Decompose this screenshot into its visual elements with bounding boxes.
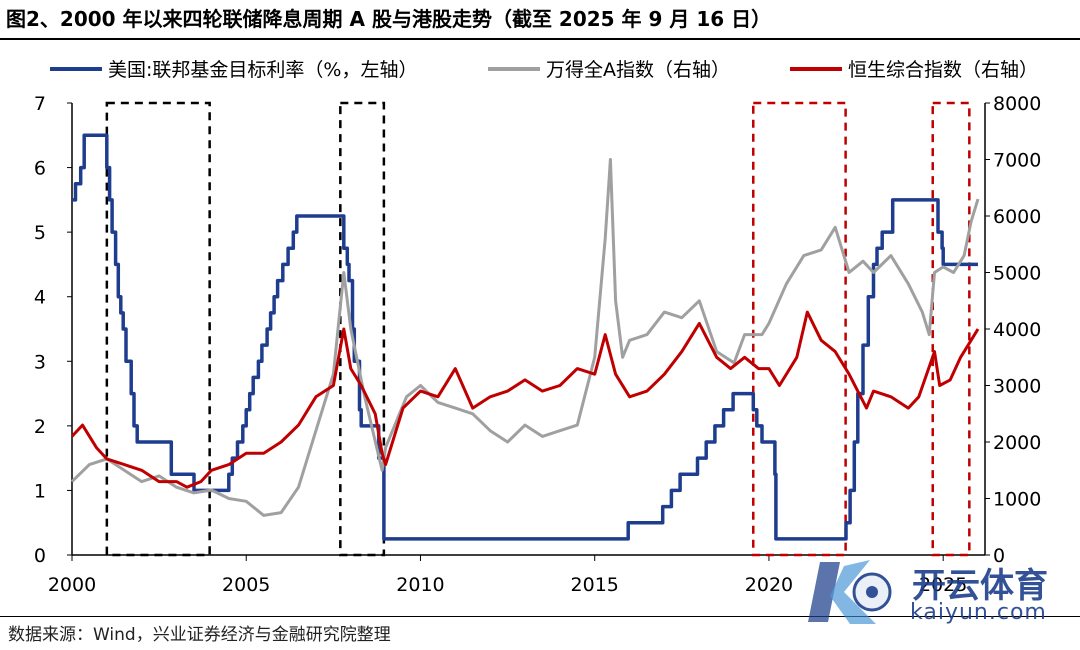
chart-title: 图2、2000 年以来四轮联储降息周期 A 股与港股走势（截至 2025 年 9… xyxy=(6,7,772,31)
left-tick-label: 3 xyxy=(34,351,46,373)
x-tick-label: 2020 xyxy=(745,574,793,596)
watermark-icon xyxy=(808,560,892,624)
left-tick-label: 6 xyxy=(34,158,46,180)
source-note: 数据来源：Wind，兴业证券经济与金融研究院整理 xyxy=(8,625,391,645)
right-tick-label: 5000 xyxy=(993,263,1041,285)
right-tick-label: 3000 xyxy=(993,376,1041,398)
highlight-box xyxy=(339,101,386,557)
x-tick-label: 2000 xyxy=(48,574,96,596)
highlight-box xyxy=(931,101,971,557)
chart-canvas: 0 1 2 3 4 5 6 7 0 1000 2000 3000 4000 5000 6000 7000 800… xyxy=(34,59,1041,596)
x-tick-label: 2005 xyxy=(222,574,270,596)
highlight-box xyxy=(752,101,847,557)
title-divider xyxy=(0,38,1080,40)
legend-label-0: 美国:联邦基金目标利率（%，左轴） xyxy=(108,59,417,81)
x-tick-label: 2025 xyxy=(919,574,967,596)
right-tick-label: 4000 xyxy=(993,319,1041,341)
left-tick-label: 2 xyxy=(34,416,46,438)
right-tick-label: 2000 xyxy=(993,432,1041,454)
right-tick-label: 0 xyxy=(993,545,1005,567)
series-line-1 xyxy=(70,158,980,517)
right-tick-label: 6000 xyxy=(993,206,1041,228)
legend-label-2: 恒生综合指数（右轴） xyxy=(848,59,1038,81)
series-line-2 xyxy=(70,310,980,489)
right-tick-label: 8000 xyxy=(993,93,1041,115)
left-tick-label: 0 xyxy=(34,545,46,567)
left-tick-label: 5 xyxy=(34,222,46,244)
right-tick-label: 1000 xyxy=(993,489,1041,511)
watermark-logo: 开云体育 kaiyun.com xyxy=(800,552,1070,632)
watermark-domain: kaiyun.com xyxy=(910,600,1047,625)
watermark-brand: 开云体育 xyxy=(912,566,1048,606)
legend-label-1: 万得全A指数（右轴） xyxy=(546,59,730,81)
left-tick-label: 4 xyxy=(34,287,46,309)
left-tick-label: 7 xyxy=(34,93,46,115)
highlight-box xyxy=(105,101,211,557)
x-tick-label: 2015 xyxy=(571,574,619,596)
right-tick-label: 7000 xyxy=(993,150,1041,172)
x-tick-label: 2010 xyxy=(396,574,444,596)
left-tick-label: 1 xyxy=(34,480,46,502)
source-divider xyxy=(0,616,1080,617)
series-line-0 xyxy=(72,133,978,541)
